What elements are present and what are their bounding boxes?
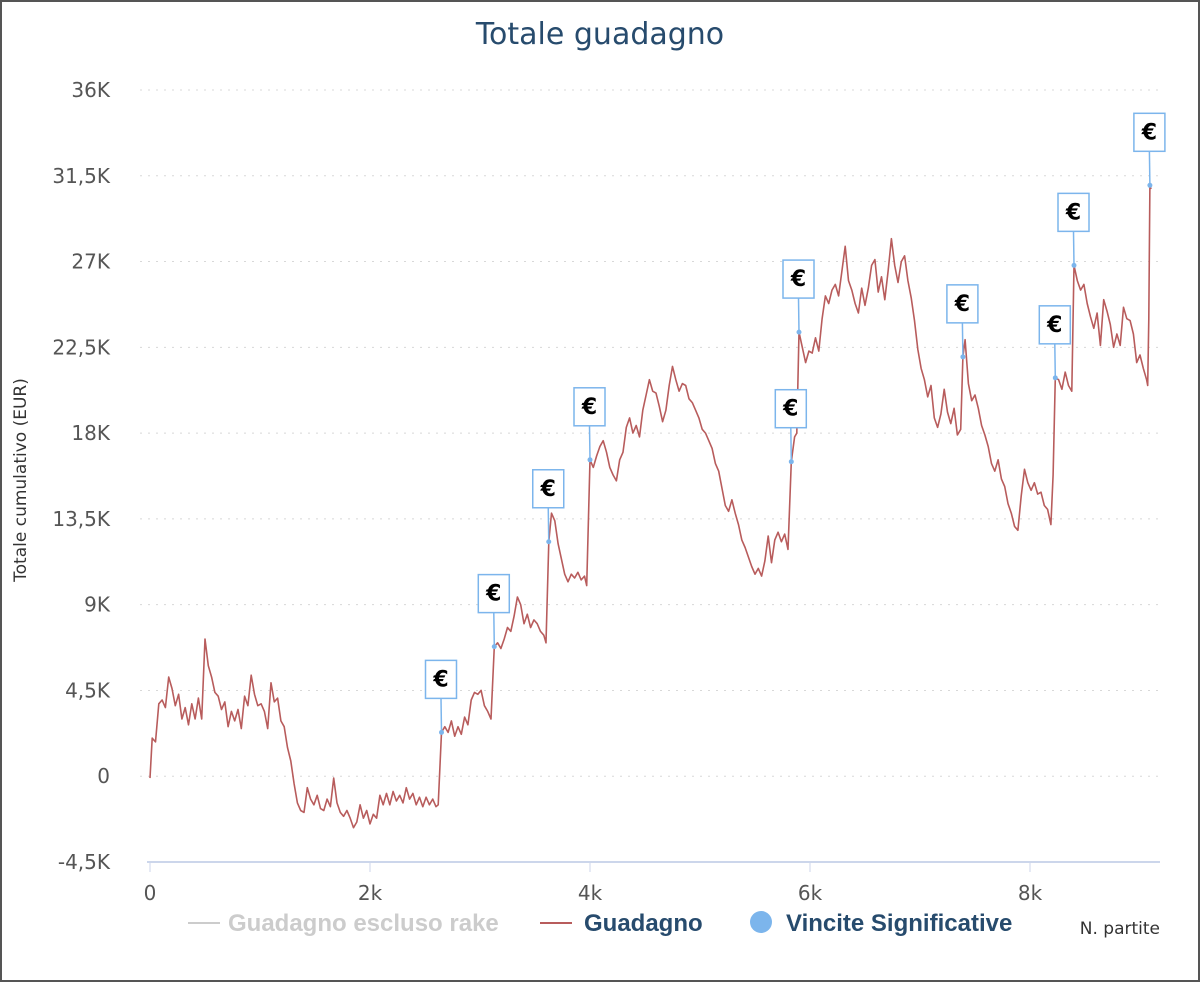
- flag-stem: [1148, 151, 1151, 186]
- flag-point: [587, 457, 593, 463]
- flag-point: [796, 329, 802, 335]
- flag-box: [774, 388, 808, 429]
- flag-stem: [797, 298, 800, 333]
- legend-item-guadagno-escluso-rake[interactable]: Guadagno escluso rake: [188, 910, 499, 937]
- significant-win-flag[interactable]: €: [1133, 112, 1166, 188]
- flag-stem: [961, 322, 964, 357]
- flag-symbol: €: [954, 292, 970, 317]
- x-tick-label: 4k: [578, 881, 603, 905]
- flag-box: [1038, 305, 1072, 345]
- y-axis-ticks: -4,5K 0 4,5K 9K 13,5K 18K 22,5K 27K 31,5K 36K: [52, 78, 111, 874]
- flag-symbol: €: [1065, 200, 1081, 225]
- flag-point: [1147, 182, 1153, 188]
- series-area: [149, 184, 1152, 829]
- y-tick-label: -4,5K: [58, 850, 111, 874]
- flag-stem: [588, 425, 591, 460]
- gridlines: [140, 89, 1160, 777]
- flag-stem: [1054, 343, 1057, 378]
- significant-wins-flags: € € € € € € € € € €: [424, 112, 1166, 735]
- significant-win-flag[interactable]: €: [532, 469, 565, 545]
- series-line-guadagno: [149, 184, 1152, 829]
- x-tick-label: 2k: [358, 881, 383, 905]
- x-tick-label: 0: [144, 881, 157, 905]
- legend-label-guadagno: Guadagno: [584, 910, 703, 937]
- significant-win-flag[interactable]: €: [573, 387, 606, 463]
- y-tick-label: 27K: [71, 250, 110, 274]
- x-tick-label: 6k: [798, 881, 823, 905]
- chart-title: Totale guadagno: [475, 17, 724, 52]
- y-axis-title: Totale cumulativo (EUR): [11, 378, 31, 583]
- flag-stem: [440, 698, 443, 733]
- flag-point: [788, 459, 794, 465]
- y-tick-label: 0: [97, 764, 110, 788]
- flag-point: [491, 644, 497, 650]
- flag-symbol: €: [540, 477, 556, 502]
- flag-symbol: €: [1046, 313, 1062, 338]
- flag-box: [946, 284, 979, 324]
- significant-win-flag[interactable]: €: [774, 388, 808, 465]
- legend-marker-vincite-significative: [750, 911, 772, 933]
- y-tick-label: 13,5K: [52, 507, 111, 531]
- significant-win-flag[interactable]: €: [782, 259, 815, 335]
- legend-label-guadagno-escluso-rake: Guadagno escluso rake: [228, 910, 499, 937]
- flag-symbol: €: [581, 395, 597, 420]
- flag-point: [960, 354, 966, 360]
- x-tick-label: 8k: [1018, 881, 1043, 905]
- flag-box: [573, 387, 606, 427]
- flag-box: [1133, 112, 1166, 153]
- flag-symbol: €: [432, 667, 448, 692]
- y-tick-label: 31,5K: [52, 164, 111, 188]
- significant-win-flag[interactable]: €: [946, 284, 979, 360]
- x-axis-title: N. partite: [1080, 919, 1160, 939]
- y-tick-label: 22,5K: [52, 335, 111, 359]
- significant-win-flag[interactable]: €: [477, 573, 511, 650]
- flag-box: [1057, 192, 1090, 233]
- x-axis-ticks: 0 2k 4k 6k 8k: [144, 862, 1043, 905]
- flag-box: [532, 469, 565, 509]
- flag-point: [546, 539, 552, 545]
- flag-point: [1052, 375, 1058, 381]
- significant-win-flag[interactable]: €: [424, 659, 458, 735]
- flag-box: [782, 259, 815, 299]
- y-tick-label: 4,5K: [65, 678, 111, 702]
- flag-symbol: €: [485, 582, 501, 607]
- flag-stem: [790, 427, 793, 462]
- flag-symbol: €: [782, 397, 798, 422]
- y-tick-label: 9K: [84, 593, 111, 617]
- significant-win-flag[interactable]: €: [1057, 192, 1090, 268]
- y-tick-label: 18K: [71, 421, 110, 445]
- flag-box: [424, 659, 458, 700]
- flag-symbol: €: [1141, 120, 1157, 145]
- legend-item-vincite-significative[interactable]: Vincite Significative: [750, 910, 1012, 937]
- flag-stem: [547, 507, 550, 542]
- flag-symbol: €: [790, 267, 806, 292]
- flag-point: [1071, 262, 1077, 268]
- flag-stem: [1072, 231, 1075, 266]
- legend-item-guadagno[interactable]: Guadagno: [540, 910, 703, 937]
- flag-stem: [493, 612, 496, 647]
- significant-win-flag[interactable]: €: [1038, 305, 1072, 381]
- y-tick-label: 36K: [71, 78, 110, 102]
- flag-box: [477, 573, 511, 614]
- legend: Guadagno escluso rake Guadagno Vincite S…: [188, 910, 1012, 937]
- flag-point: [439, 729, 444, 735]
- legend-label-vincite-significative: Vincite Significative: [786, 910, 1012, 937]
